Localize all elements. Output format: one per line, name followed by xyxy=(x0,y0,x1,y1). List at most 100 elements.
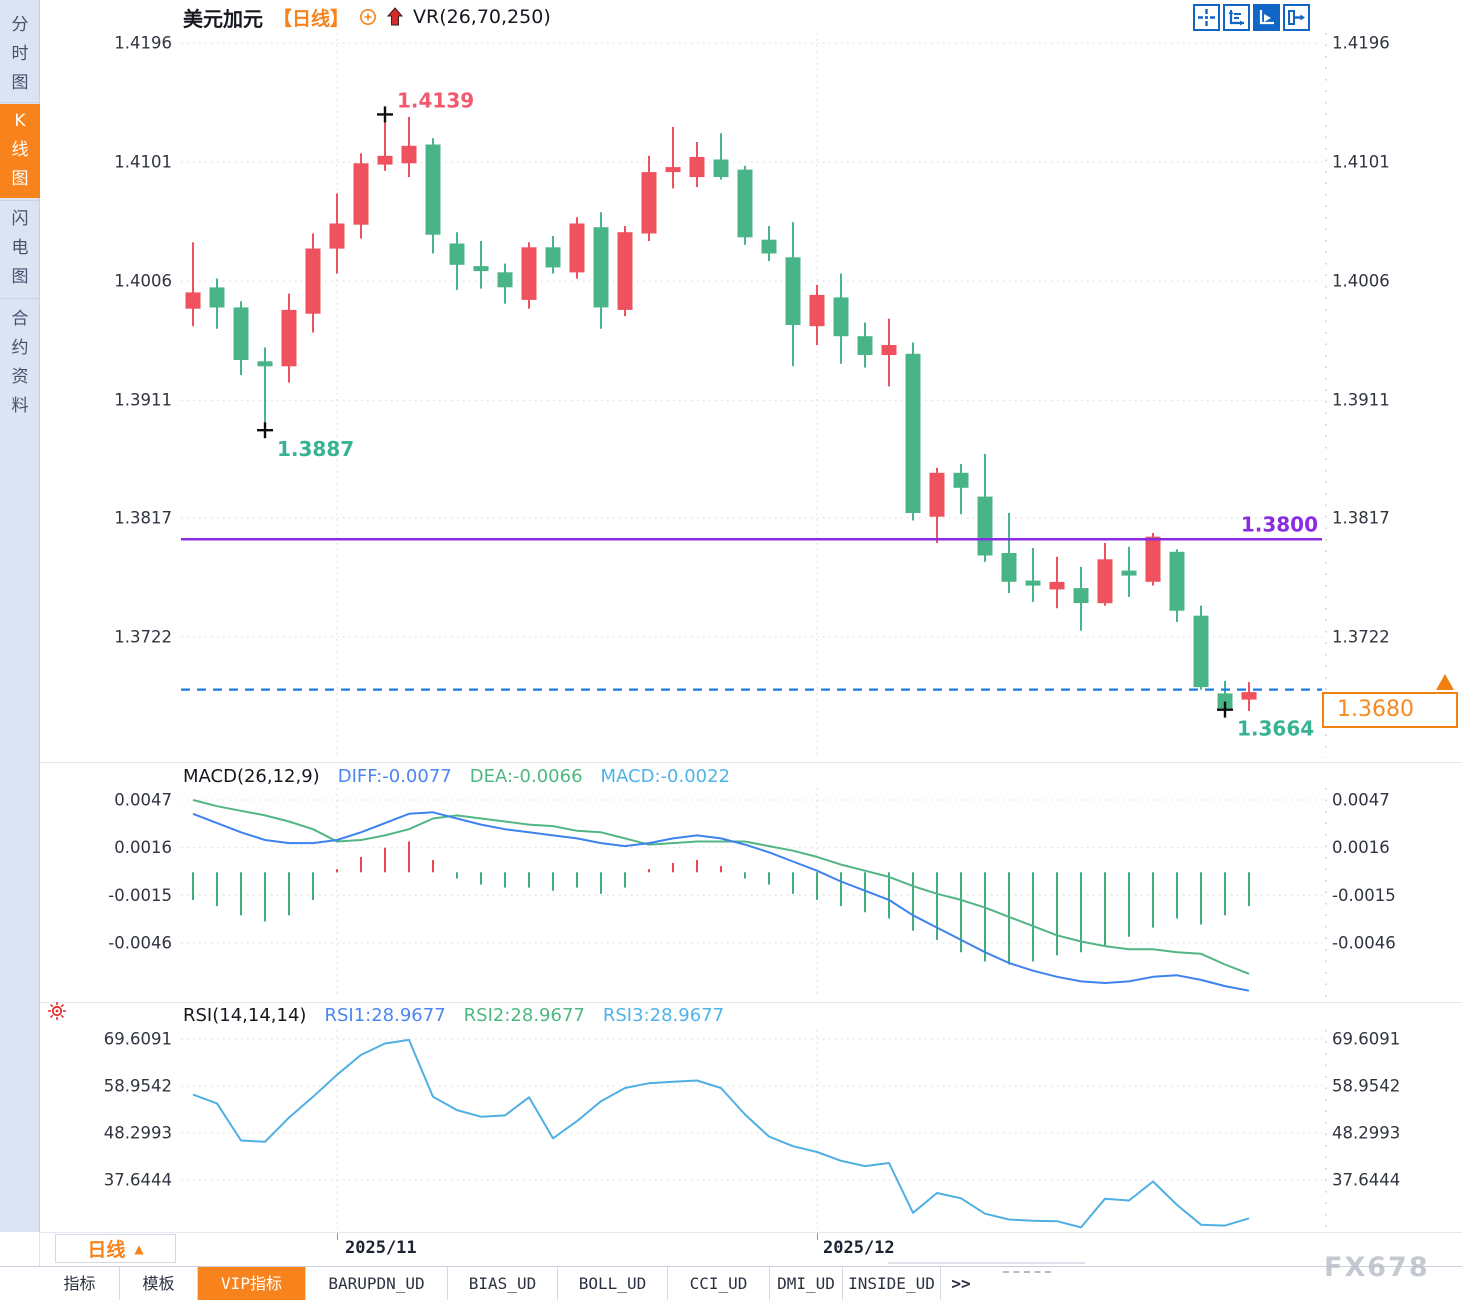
svg-text:-0.0046: -0.0046 xyxy=(108,934,172,953)
tab-1[interactable]: 指标 xyxy=(40,1267,120,1300)
svg-text:1.4196: 1.4196 xyxy=(1332,34,1390,53)
x-axis-label-2: 2025/12 xyxy=(823,1238,895,1258)
crosshair-pan-icon[interactable] xyxy=(1193,4,1220,31)
rsi1-value: RSI1:28.9677 xyxy=(324,1005,446,1026)
rsi3-value: RSI3:28.9677 xyxy=(602,1005,725,1026)
panel-separator xyxy=(40,1232,1462,1233)
svg-text:1.3817: 1.3817 xyxy=(114,508,172,527)
scrollbar-track[interactable] xyxy=(888,1262,1085,1264)
svg-text:48.2993: 48.2993 xyxy=(104,1124,172,1143)
tab-8[interactable]: DMI_UD xyxy=(770,1267,843,1300)
svg-text:0.0047: 0.0047 xyxy=(1332,791,1390,810)
price-up-arrow-icon xyxy=(1436,674,1454,690)
panel-separator xyxy=(40,1002,1462,1003)
macd-grid xyxy=(181,788,1327,998)
auto-scale-icon[interactable] xyxy=(1253,4,1280,31)
svg-text:1.4101: 1.4101 xyxy=(1332,153,1390,172)
svg-text:37.6444: 37.6444 xyxy=(104,1171,172,1190)
rsi-axis-labels: 69.6091 69.6091 58.9542 58.9542 48.2993 48.29… xyxy=(104,1030,1400,1190)
period-expand-arrow-icon: ▲ xyxy=(134,1241,144,1256)
overlay-indicator-label[interactable]: VR(26,70,250) xyxy=(413,6,551,28)
svg-text:1.3722: 1.3722 xyxy=(114,628,172,647)
macd-label[interactable]: MACD(26,12,9) xyxy=(183,766,320,787)
svg-text:-0.0015: -0.0015 xyxy=(108,886,172,905)
x-axis-tick xyxy=(337,1233,338,1240)
rsi2-value: RSI2:28.9677 xyxy=(463,1005,585,1026)
macd-dea-value: DEA:-0.0066 xyxy=(469,766,583,787)
rsi-grid xyxy=(181,1030,1327,1229)
rsi-header: RSI(14,14,14) RSI1:28.9677 RSI2:28.9677 … xyxy=(183,1005,724,1026)
scrollbar-dashes xyxy=(1003,1271,1051,1273)
main-axis-labels: 1.4196 1.4196 1.4101 1.4101 1.4006 1.4006 1.39… xyxy=(114,34,1389,647)
candles-series xyxy=(185,114,1257,711)
svg-text:1.3911: 1.3911 xyxy=(114,391,172,410)
svg-text:0.0016: 0.0016 xyxy=(1332,838,1390,857)
tab-3[interactable]: VIP指标 xyxy=(198,1267,306,1300)
svg-text:1.4101: 1.4101 xyxy=(114,153,172,172)
svg-text:1.4006: 1.4006 xyxy=(1332,272,1390,291)
svg-text:37.6444: 37.6444 xyxy=(1332,1171,1400,1190)
macd-header: MACD(26,12,9) DIFF:-0.0077 DEA:-0.0066 M… xyxy=(183,766,730,787)
macd-diff-value: DIFF:-0.0077 xyxy=(337,766,452,787)
rsi-line xyxy=(192,1038,1250,1229)
sidebar-divider xyxy=(0,200,40,201)
sidebar-divider xyxy=(0,102,40,103)
trend-up-arrow-icon xyxy=(387,7,404,27)
tab-5[interactable]: BIAS_UD xyxy=(448,1267,558,1300)
svg-text:1.4196: 1.4196 xyxy=(114,34,172,53)
chart-header: 美元加元 【日线】 VR(26,70,250) xyxy=(183,4,551,31)
low-price-label: 1.3887 xyxy=(277,437,354,461)
svg-text:0.0047: 0.0047 xyxy=(114,791,172,810)
dea-line xyxy=(192,799,1250,975)
tab-2[interactable]: 模板 xyxy=(120,1267,198,1300)
chart-toolbar xyxy=(1193,4,1310,31)
indicator-tabbar: 指标 模板 VIP指标 BARUPDN_UD BIAS_UD BOLL_UD CCI_UD D… xyxy=(0,1266,1462,1300)
tabs-overflow-chevron[interactable]: >> xyxy=(951,1274,971,1293)
sidebar-divider xyxy=(0,298,40,299)
current-price-tag[interactable]: 1.3680 xyxy=(1322,692,1458,728)
svg-text:-0.0015: -0.0015 xyxy=(1332,886,1396,905)
svg-text:1.4006: 1.4006 xyxy=(114,272,172,291)
sidebar-item-3[interactable]: 闪电图 xyxy=(11,209,29,287)
recent-low-price-label: 1.3664 xyxy=(1237,717,1314,741)
support-line-label: 1.3800 xyxy=(1241,512,1318,536)
tab-7[interactable]: CCI_UD xyxy=(668,1267,770,1300)
panel-separator xyxy=(40,762,1462,763)
axis-zoom-icon[interactable] xyxy=(1223,4,1250,31)
high-price-label: 1.4139 xyxy=(397,88,474,112)
x-axis-tick xyxy=(817,1233,818,1240)
diff-line xyxy=(192,811,1250,992)
macd-axis-labels: 0.0047 0.0047 0.0016 0.0016 -0.0015 -0.0015 -0… xyxy=(108,791,1395,953)
x-axis-label-1: 2025/11 xyxy=(345,1238,417,1258)
svg-text:-0.0046: -0.0046 xyxy=(1332,934,1396,953)
sidebar-item-1[interactable]: 分时图 xyxy=(11,15,29,93)
period-button[interactable]: 日线 ▲ xyxy=(55,1234,176,1263)
shift-chart-icon[interactable] xyxy=(1283,4,1310,31)
tab-4[interactable]: BARUPDN_UD xyxy=(306,1267,448,1300)
svg-text:69.6091: 69.6091 xyxy=(1332,1030,1400,1049)
main-grid xyxy=(181,33,1327,758)
tab-9[interactable]: INSIDE_UD xyxy=(843,1267,941,1300)
rsi-panel[interactable]: 69.6091 69.6091 58.9542 58.9542 48.2993 48.29… xyxy=(0,1003,1462,1233)
tab-6[interactable]: BOLL_UD xyxy=(558,1267,668,1300)
macd-value: MACD:-0.0022 xyxy=(600,766,731,787)
svg-text:1.3722: 1.3722 xyxy=(1332,628,1390,647)
period-button-label: 日线 xyxy=(87,1239,126,1261)
svg-text:0.0016: 0.0016 xyxy=(114,838,172,857)
svg-text:69.6091: 69.6091 xyxy=(104,1030,172,1049)
rsi-label[interactable]: RSI(14,14,14) xyxy=(183,1005,307,1026)
macd-histogram xyxy=(192,841,1250,965)
indicator-settings-icon[interactable] xyxy=(47,1001,67,1025)
watermark: FX678 xyxy=(1324,1252,1430,1283)
period-tag[interactable]: 【日线】 xyxy=(273,7,350,30)
macd-panel[interactable]: 0.0047 0.0047 0.0016 0.0016 -0.0015 -0.0015 -0… xyxy=(0,763,1462,1002)
svg-text:1.3817: 1.3817 xyxy=(1332,508,1390,527)
svg-text:58.9542: 58.9542 xyxy=(1332,1077,1400,1096)
sidebar-item-4[interactable]: 合约资料 xyxy=(11,309,29,416)
symbol-title: 美元加元 xyxy=(183,6,263,31)
add-indicator-icon[interactable] xyxy=(359,8,377,26)
